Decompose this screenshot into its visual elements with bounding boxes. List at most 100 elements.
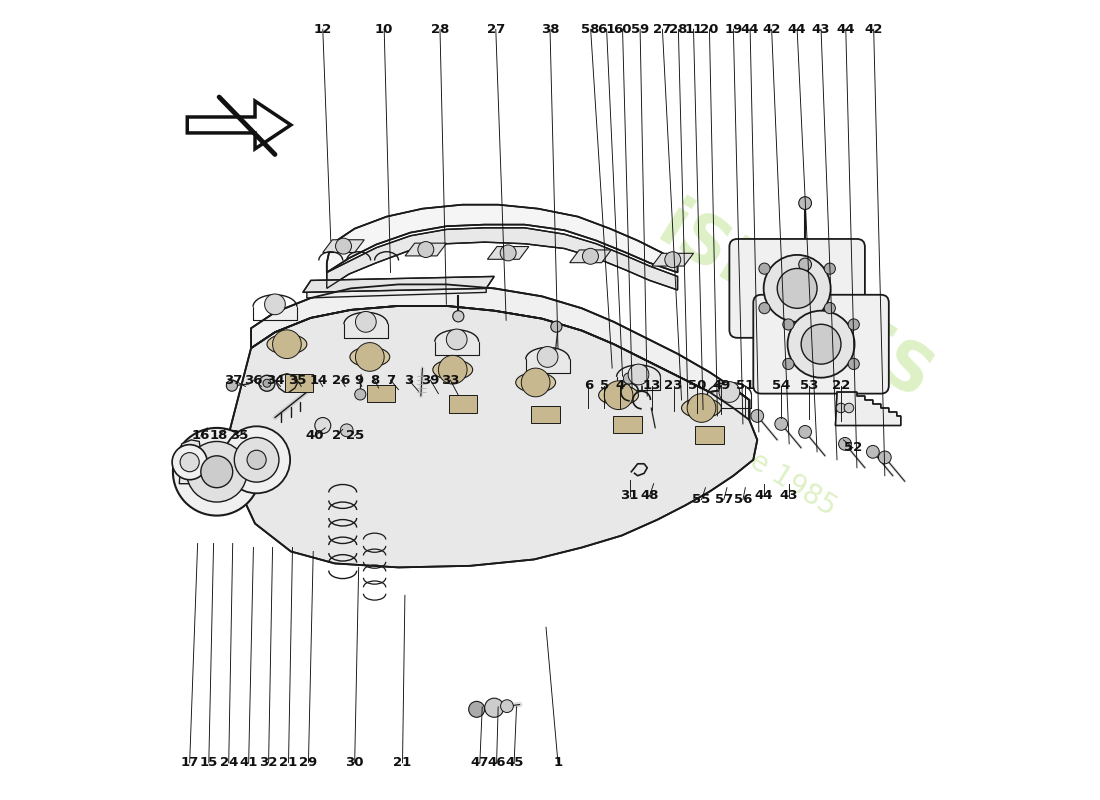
FancyBboxPatch shape [366, 385, 395, 402]
Circle shape [173, 428, 261, 515]
Circle shape [783, 319, 794, 330]
Text: 44: 44 [741, 22, 759, 36]
Polygon shape [835, 392, 901, 426]
Circle shape [778, 269, 817, 308]
Circle shape [759, 263, 770, 274]
Circle shape [537, 346, 558, 367]
Polygon shape [251, 285, 749, 420]
Circle shape [719, 382, 739, 402]
Circle shape [759, 302, 770, 314]
Text: 52: 52 [844, 442, 862, 454]
Text: 29: 29 [299, 756, 318, 770]
Circle shape [227, 380, 238, 391]
Circle shape [315, 418, 331, 434]
Circle shape [172, 445, 207, 480]
Polygon shape [487, 246, 529, 259]
Circle shape [788, 310, 855, 378]
Ellipse shape [350, 347, 389, 367]
Text: 28: 28 [669, 22, 688, 36]
Circle shape [336, 238, 352, 254]
Circle shape [879, 451, 891, 464]
Circle shape [848, 358, 859, 370]
Circle shape [763, 255, 830, 322]
Text: 21: 21 [279, 756, 298, 770]
Circle shape [263, 379, 271, 387]
Ellipse shape [432, 360, 473, 380]
Circle shape [258, 375, 275, 391]
Circle shape [628, 364, 649, 385]
Text: 57: 57 [715, 493, 733, 506]
Circle shape [223, 426, 290, 494]
Circle shape [187, 442, 248, 502]
Circle shape [500, 700, 514, 713]
Text: 17: 17 [180, 756, 199, 770]
Circle shape [774, 418, 788, 430]
Circle shape [340, 424, 353, 437]
Polygon shape [405, 243, 447, 256]
Circle shape [355, 311, 376, 332]
Polygon shape [223, 306, 757, 567]
Text: 42: 42 [865, 22, 883, 36]
Text: 43: 43 [780, 489, 799, 502]
Polygon shape [327, 205, 678, 273]
Text: 59: 59 [631, 22, 649, 36]
Text: 24: 24 [220, 756, 238, 770]
Text: 37: 37 [224, 374, 243, 386]
Text: 36: 36 [244, 374, 263, 386]
Circle shape [751, 410, 763, 422]
Circle shape [801, 324, 842, 364]
Text: 49: 49 [712, 379, 730, 392]
Circle shape [799, 197, 812, 210]
Text: 19: 19 [724, 22, 743, 36]
Text: 50: 50 [689, 379, 706, 392]
FancyBboxPatch shape [285, 374, 314, 392]
Circle shape [688, 394, 716, 422]
Circle shape [824, 302, 835, 314]
Polygon shape [327, 228, 678, 290]
Circle shape [867, 446, 879, 458]
Text: 34: 34 [266, 374, 284, 386]
Circle shape [201, 456, 233, 488]
Text: 26: 26 [332, 374, 350, 386]
Text: 44: 44 [788, 22, 806, 36]
Text: 53: 53 [800, 379, 818, 392]
Ellipse shape [267, 334, 307, 354]
Ellipse shape [598, 386, 638, 405]
Text: 48: 48 [640, 489, 659, 502]
Text: 9: 9 [354, 374, 363, 386]
Text: 27: 27 [653, 22, 671, 36]
Polygon shape [652, 254, 693, 266]
FancyBboxPatch shape [695, 426, 724, 444]
Circle shape [248, 450, 266, 470]
Text: 1: 1 [553, 756, 562, 770]
Circle shape [447, 329, 468, 350]
Text: 61: 61 [597, 22, 616, 36]
Text: 15: 15 [200, 756, 218, 770]
Text: 23: 23 [664, 379, 683, 392]
Text: 6: 6 [584, 379, 593, 392]
Text: 44: 44 [836, 22, 855, 36]
Text: 41: 41 [240, 756, 257, 770]
Text: 28: 28 [431, 22, 449, 36]
Circle shape [551, 321, 562, 332]
Text: 11: 11 [684, 22, 703, 36]
Text: 7: 7 [386, 374, 395, 386]
Text: 31: 31 [620, 489, 639, 502]
Text: 30: 30 [345, 756, 364, 770]
Text: 47: 47 [471, 756, 490, 770]
FancyBboxPatch shape [613, 416, 641, 434]
Text: 39: 39 [421, 374, 440, 386]
Text: 32: 32 [260, 756, 278, 770]
Text: 4: 4 [616, 379, 625, 392]
Text: 46: 46 [487, 756, 506, 770]
Circle shape [521, 368, 550, 397]
Circle shape [824, 263, 835, 274]
Circle shape [265, 294, 285, 314]
Polygon shape [307, 285, 486, 298]
Circle shape [485, 698, 504, 718]
Circle shape [838, 438, 851, 450]
Text: 55: 55 [692, 493, 711, 506]
Circle shape [180, 453, 199, 472]
Text: 18: 18 [210, 430, 229, 442]
Text: 35: 35 [288, 374, 307, 386]
